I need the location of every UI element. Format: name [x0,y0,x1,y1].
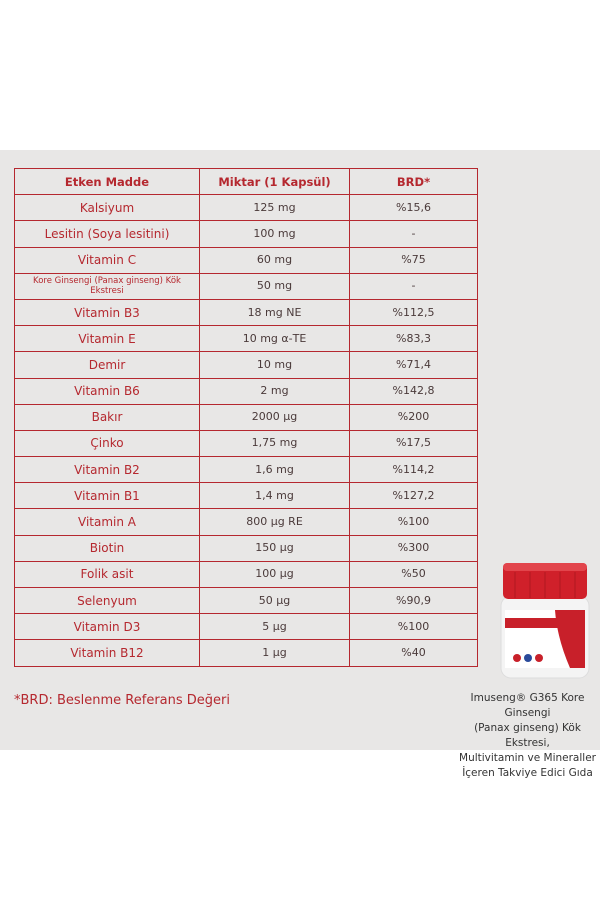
ingredient: Çinko [14,429,200,458]
header-cell: Etken Madde [14,167,200,196]
table-row: Vitamin C 60 mg %75 [14,246,478,274]
table-row: Vitamin B12 1 µg %40 [14,639,478,667]
header-cell: BRD* [349,167,478,196]
ingredient: Vitamin E [14,325,200,353]
brd: %100 [349,613,478,641]
header-cell: Miktar (1 Kapsül) [199,167,350,196]
amount: 125 mg [199,194,350,222]
amount: 1 µg [199,639,350,667]
table-row: Biotin 150 µg %300 [14,534,478,562]
amount: 800 µg RE [199,508,350,536]
amount: 50 mg [199,272,350,300]
table-row: Selenyum 50 µg %90,9 [14,586,478,615]
amount: 100 mg [199,220,350,248]
brd: %200 [349,403,478,431]
table-row: Vitamin B1 1,4 mg %127,2 [14,482,478,510]
amount: 150 µg [199,534,350,562]
footnote: *BRD: Beslenme Referans Değeri [14,693,230,708]
ingredient: Vitamin B6 [14,377,200,405]
table-row: Çinko 1,75 mg %17,5 [14,429,478,458]
amount: 10 mg [199,351,350,379]
amount: 10 mg α-TE [199,325,350,353]
caption-line: İçeren Takviye Edici Gıda [462,767,593,779]
amount: 50 µg [199,586,350,615]
brd: %17,5 [349,429,478,458]
ingredient: Vitamin C [14,246,200,274]
ingredient: Vitamin D3 [14,613,200,641]
ingredient: Vitamin A [14,508,200,536]
brd: %100 [349,508,478,536]
table-row: Vitamin E 10 mg α-TE %83,3 [14,325,478,353]
header-row: Etken Madde Miktar (1 Kapsül) BRD* [14,167,478,196]
brd: - [349,272,478,300]
ingredient: Vitamin B2 [14,456,200,484]
ingredient: Kalsiyum [14,194,200,222]
product-caption: Imuseng® G365 Kore Ginsengi (Panax ginsen… [455,691,600,781]
table-row: Vitamin B3 18 mg NE %112,5 [14,298,478,327]
table-row: Demir 10 mg %71,4 [14,351,478,379]
brd: %300 [349,534,478,562]
table-row: Kore Ginsengi (Panax ginseng) Kök Ekstre… [14,272,478,300]
ingredient: Demir [14,351,200,379]
ingredient: Folik asit [14,560,200,589]
ingredient: Lesitin (Soya lesitini) [14,220,200,248]
brd: %71,4 [349,351,478,379]
amount: 2000 µg [199,403,350,431]
table-row: Bakır 2000 µg %200 [14,403,478,431]
table-row: Vitamin D3 5 µg %100 [14,613,478,641]
caption-line: (Panax ginseng) Kök Ekstresi, [474,722,581,749]
amount: 60 mg [199,246,350,274]
amount: 5 µg [199,613,350,641]
ingredient: Vitamin B12 [14,639,200,667]
brd: %75 [349,246,478,274]
caption-line: Multivitamin ve Mineraller [459,752,596,764]
ingredient: Bakır [14,403,200,431]
amount: 1,6 mg [199,456,350,484]
brd: %50 [349,560,478,589]
amount: 100 µg [199,560,350,589]
caption-line: Imuseng® G365 Kore Ginsengi [470,692,585,719]
brd: %90,9 [349,586,478,615]
table-row: Lesitin (Soya lesitini) 100 mg - [14,220,478,248]
table-row: Vitamin A 800 µg RE %100 [14,508,478,536]
ingredient: Biotin [14,534,200,562]
table-row: Vitamin B6 2 mg %142,8 [14,377,478,405]
amount: 2 mg [199,377,350,405]
product-image [500,563,590,679]
table-row: Kalsiyum 125 mg %15,6 [14,194,478,222]
amount: 1,4 mg [199,482,350,510]
brd: %15,6 [349,194,478,222]
amount: 1,75 mg [199,429,350,458]
amount: 18 mg NE [199,298,350,327]
brd: %83,3 [349,325,478,353]
ingredient: Selenyum [14,586,200,615]
ingredient: Kore Ginsengi (Panax ginseng) Kök Ekstre… [14,272,200,300]
table-row: Vitamin B2 1,6 mg %114,2 [14,456,478,484]
table-row: Folik asit 100 µg %50 [14,560,478,589]
brd: %127,2 [349,482,478,510]
brd: %114,2 [349,456,478,484]
brd: %112,5 [349,298,478,327]
brd: - [349,220,478,248]
nutrition-table: Etken Madde Miktar (1 Kapsül) BRD* Kalsiyu… [14,167,478,667]
brd: %40 [349,639,478,667]
brd: %142,8 [349,377,478,405]
ingredient: Vitamin B3 [14,298,200,327]
ingredient: Vitamin B1 [14,482,200,510]
